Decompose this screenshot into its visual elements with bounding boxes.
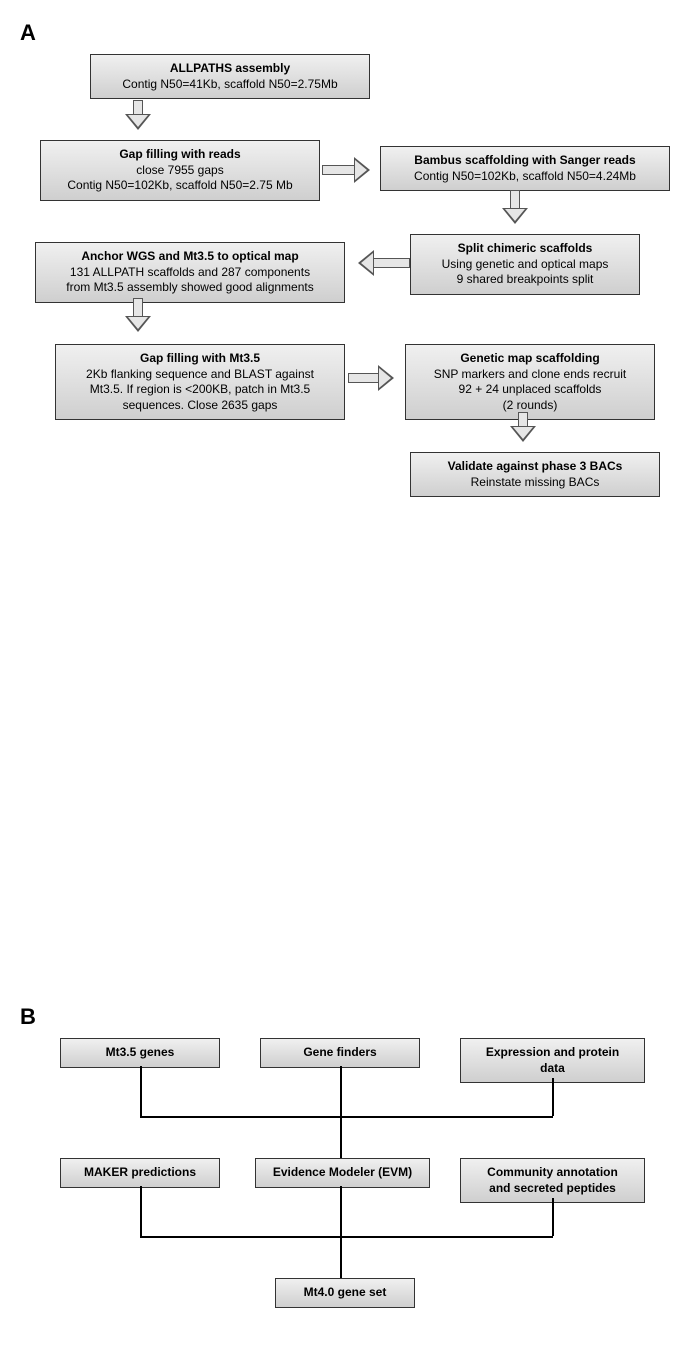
connector-line [552,1078,554,1116]
connector-line [140,1236,553,1238]
box-sub: Using genetic and optical maps9 shared b… [419,257,631,288]
box-title: Gap filling with Mt3.5 [64,351,336,367]
box-title: Split chimeric scaffolds [419,241,631,257]
connector-line [140,1066,142,1116]
box-allpaths: ALLPATHS assembly Contig N50=41Kb, scaff… [90,54,370,99]
box-title: ALLPATHS assembly [99,61,361,77]
box-gap-reads: Gap filling with reads close 7955 gapsCo… [40,140,320,201]
box-sub: SNP markers and clone ends recruit92 + 2… [414,367,646,414]
box-title: Genetic map scaffolding [414,351,646,367]
box-mt35-genes: Mt3.5 genes [60,1038,220,1068]
box-title: Community annotationand secreted peptide… [469,1165,636,1196]
box-title: Anchor WGS and Mt3.5 to optical map [44,249,336,265]
connector-line [140,1186,142,1236]
box-expression: Expression and proteindata [460,1038,645,1083]
box-evm: Evidence Modeler (EVM) [255,1158,430,1188]
panel-a-label: A [20,20,665,46]
box-maker: MAKER predictions [60,1158,220,1188]
box-gap-mt35: Gap filling with Mt3.5 2Kb flanking sequ… [55,344,345,420]
box-anchor: Anchor WGS and Mt3.5 to optical map 131 … [35,242,345,303]
box-final-mt40: Mt4.0 gene set [275,1278,415,1308]
box-title: Evidence Modeler (EVM) [264,1165,421,1181]
box-sub: 131 ALLPATH scaffolds and 287 components… [44,265,336,296]
box-sub: 2Kb flanking sequence and BLAST againstM… [64,367,336,414]
connector-line [340,1186,342,1236]
panel-b-label: B [20,1004,665,1030]
box-validate: Validate against phase 3 BACs Reinstate … [410,452,660,497]
box-title: Validate against phase 3 BACs [419,459,651,475]
box-title: Mt3.5 genes [69,1045,211,1061]
box-gene-finders: Gene finders [260,1038,420,1068]
connector-line [340,1236,342,1278]
box-genetic: Genetic map scaffolding SNP markers and … [405,344,655,420]
connector-line [140,1116,553,1118]
panel-b-diagram: Mt3.5 genes Gene finders Expression and … [20,1038,665,1328]
panel-a-diagram: ALLPATHS assembly Contig N50=41Kb, scaff… [20,54,665,504]
box-title: MAKER predictions [69,1165,211,1181]
connector-line [340,1116,342,1158]
box-title: Gene finders [269,1045,411,1061]
box-sub: Contig N50=41Kb, scaffold N50=2.75Mb [99,77,361,93]
box-bambus: Bambus scaffolding with Sanger reads Con… [380,146,670,191]
box-sub: Reinstate missing BACs [419,475,651,491]
connector-line [552,1198,554,1236]
box-title: Mt4.0 gene set [284,1285,406,1301]
box-title: Bambus scaffolding with Sanger reads [389,153,661,169]
box-title: Gap filling with reads [49,147,311,163]
box-title: Expression and proteindata [469,1045,636,1076]
box-community: Community annotationand secreted peptide… [460,1158,645,1203]
box-split: Split chimeric scaffolds Using genetic a… [410,234,640,295]
connector-line [340,1066,342,1116]
box-sub: Contig N50=102Kb, scaffold N50=4.24Mb [389,169,661,185]
box-sub: close 7955 gapsContig N50=102Kb, scaffol… [49,163,311,194]
